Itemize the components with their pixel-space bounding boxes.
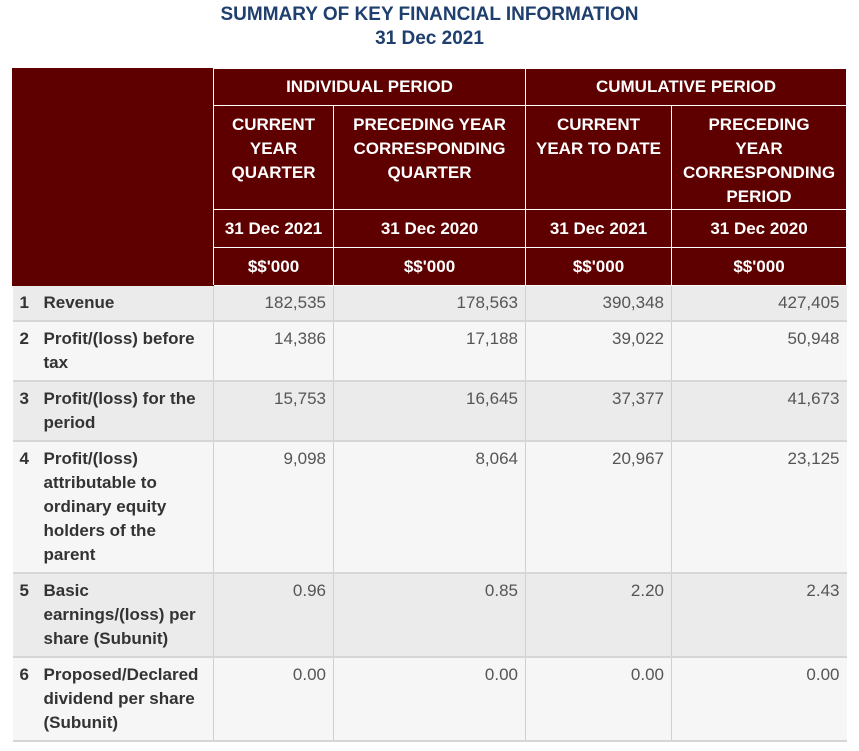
row-value: 2.20 bbox=[525, 573, 672, 658]
row-label: Profit/(loss) before tax bbox=[41, 321, 214, 382]
row-value: 39,022 bbox=[525, 321, 672, 382]
column-unit: $$'000 bbox=[525, 247, 672, 286]
column-heading-line: CURRENT bbox=[231, 115, 316, 134]
column-date: 31 Dec 2021 bbox=[213, 209, 334, 248]
column-date: 31 Dec 2021 bbox=[525, 209, 672, 248]
financial-summary-table: INDIVIDUAL PERIOD CUMULATIVE PERIOD CURR… bbox=[12, 68, 848, 742]
row-value: 0.00 bbox=[525, 657, 672, 742]
column-unit: $$'000 bbox=[333, 247, 526, 286]
table-row: 3 Profit/(loss) for the period 15,753 16… bbox=[12, 381, 847, 442]
row-value: 41,673 bbox=[671, 381, 847, 442]
report-date: 31 Dec 2021 bbox=[375, 28, 484, 49]
column-heading-line: CORRESPONDING bbox=[353, 139, 506, 158]
row-value: 0.85 bbox=[333, 573, 526, 658]
column-heading-line: YEAR bbox=[249, 139, 298, 158]
row-value: 16,645 bbox=[333, 381, 526, 442]
row-label: Revenue bbox=[41, 285, 214, 322]
row-number: 4 bbox=[12, 441, 42, 574]
row-value: 23,125 bbox=[671, 441, 847, 574]
column-heading: CURRENT YEAR TO DATE bbox=[525, 105, 672, 210]
row-value: 37,377 bbox=[525, 381, 672, 442]
column-heading: PRECEDING YEAR CORRESPONDING QUARTER bbox=[333, 105, 526, 210]
row-value: 17,188 bbox=[333, 321, 526, 382]
table-row: 5 Basic earnings/(loss) per share (Subun… bbox=[12, 573, 847, 658]
row-value: 50,948 bbox=[671, 321, 847, 382]
row-number: 1 bbox=[12, 285, 42, 322]
row-value: 0.96 bbox=[213, 573, 334, 658]
header-individual-period: INDIVIDUAL PERIOD bbox=[213, 68, 526, 106]
row-value: 15,753 bbox=[213, 381, 334, 442]
row-number: 6 bbox=[12, 657, 42, 742]
table-row: 2 Profit/(loss) before tax 14,386 17,188… bbox=[12, 321, 847, 382]
header-corner bbox=[12, 68, 214, 286]
row-value: 0.00 bbox=[213, 657, 334, 742]
column-heading-line: CORRESPONDING bbox=[682, 163, 836, 182]
row-value: 2.43 bbox=[671, 573, 847, 658]
column-date: 31 Dec 2020 bbox=[670, 209, 848, 248]
table-row: 4 Profit/(loss) attributable to ordinary… bbox=[12, 441, 847, 574]
column-heading-line: PRECEDING YEAR bbox=[353, 115, 506, 134]
column-heading-line: YEAR bbox=[735, 139, 783, 158]
header-cumulative-period: CUMULATIVE PERIOD bbox=[524, 68, 848, 106]
column-unit: $$'000 bbox=[213, 247, 334, 286]
row-value: 14,386 bbox=[213, 321, 334, 382]
row-label: Basic earnings/(loss) per share (Subunit… bbox=[41, 573, 214, 658]
column-heading-line: QUARTER bbox=[231, 163, 316, 182]
column-date: 31 Dec 2020 bbox=[333, 209, 526, 248]
column-unit: $$'000 bbox=[670, 247, 848, 286]
row-label: Profit/(loss) attributable to ordinary e… bbox=[41, 441, 214, 574]
row-number: 2 bbox=[12, 321, 42, 382]
row-value: 178,563 bbox=[333, 285, 526, 322]
row-value: 390,348 bbox=[525, 285, 672, 322]
report-title: SUMMARY OF KEY FINANCIAL INFORMATION bbox=[220, 4, 639, 25]
table-row: 6 Proposed/Declared dividend per share (… bbox=[12, 657, 847, 742]
column-heading: PRECEDING YEAR CORRESPONDING PERIOD bbox=[670, 105, 848, 210]
row-value: 0.00 bbox=[671, 657, 847, 742]
column-heading: CURRENT YEAR QUARTER bbox=[213, 105, 334, 210]
row-value: 0.00 bbox=[333, 657, 526, 742]
column-heading-line: PRECEDING bbox=[708, 115, 810, 134]
row-value: 427,405 bbox=[671, 285, 847, 322]
table-row: 1 Revenue 182,535 178,563 390,348 427,40… bbox=[12, 285, 847, 322]
row-value: 20,967 bbox=[525, 441, 672, 574]
column-heading-line: YEAR TO DATE bbox=[536, 139, 661, 158]
column-heading-line: CURRENT bbox=[556, 115, 641, 134]
column-heading-line: PERIOD bbox=[726, 187, 792, 206]
row-label: Profit/(loss) for the period bbox=[41, 381, 214, 442]
report-header: SUMMARY OF KEY FINANCIAL INFORMATION 31 … bbox=[0, 3, 859, 51]
row-value: 182,535 bbox=[213, 285, 334, 322]
row-label: Proposed/Declared dividend per share (Su… bbox=[41, 657, 214, 742]
row-number: 3 bbox=[12, 381, 42, 442]
row-number: 5 bbox=[12, 573, 42, 658]
row-value: 8,064 bbox=[333, 441, 526, 574]
column-heading-line: QUARTER bbox=[387, 163, 472, 182]
row-value: 9,098 bbox=[213, 441, 334, 574]
